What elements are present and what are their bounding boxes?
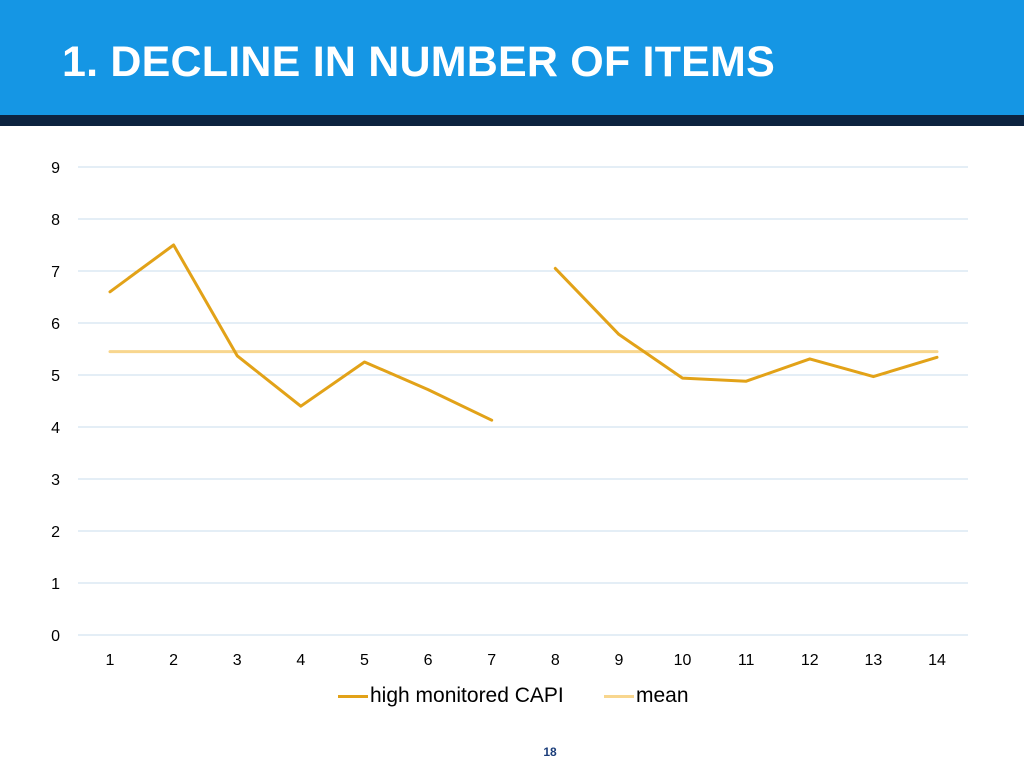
title-underline-bar <box>0 115 1024 126</box>
legend-label-mean: mean <box>636 684 689 707</box>
x-tick-label: 8 <box>551 652 560 669</box>
x-tick-label: 5 <box>360 652 369 669</box>
page-number: 18 <box>543 745 557 759</box>
legend-item-mean: mean <box>604 682 689 710</box>
x-tick-label: 11 <box>738 652 755 669</box>
x-tick-label: 9 <box>614 652 623 669</box>
series-line-high-monitored-capi-segment-2 <box>553 266 939 383</box>
y-tick-label: 0 <box>51 628 60 645</box>
x-tick-label: 3 <box>233 652 242 669</box>
x-tick-label: 1 <box>106 652 115 669</box>
x-tick-label: 14 <box>928 652 946 669</box>
legend-swatch-mean <box>604 694 634 698</box>
series-lines <box>108 243 939 422</box>
x-tick-label: 12 <box>801 652 819 669</box>
y-axis-ticks: 0 1 2 3 4 5 6 7 8 9 <box>51 160 60 645</box>
y-tick-label: 8 <box>51 212 60 229</box>
x-tick-label: 4 <box>296 652 305 669</box>
x-tick-label: 2 <box>169 652 178 669</box>
x-axis-ticks: 1 2 3 4 5 6 7 8 9 10 11 12 13 14 <box>106 652 946 669</box>
x-tick-label: 13 <box>864 652 882 669</box>
y-tick-label: 5 <box>51 368 60 385</box>
legend-item-high-monitored-capi: high monitored CAPI <box>338 682 564 710</box>
title-banner: 1. DECLINE IN NUMBER OF ITEMS <box>0 0 1024 115</box>
x-tick-label: 6 <box>424 652 433 669</box>
y-tick-label: 4 <box>51 420 60 437</box>
y-tick-label: 9 <box>51 160 60 177</box>
series-line-high-monitored-capi-segment-1 <box>108 243 494 422</box>
slide-title: 1. DECLINE IN NUMBER OF ITEMS <box>62 38 775 86</box>
x-tick-label: 10 <box>674 652 692 669</box>
legend-swatch-high-monitored-capi <box>338 694 368 698</box>
gridlines <box>78 166 968 636</box>
y-tick-label: 7 <box>51 264 60 281</box>
legend-label-high-monitored-capi: high monitored CAPI <box>370 684 564 707</box>
y-tick-label: 6 <box>51 316 60 333</box>
y-tick-label: 2 <box>51 524 60 541</box>
chart-legend: high monitored CAPI mean <box>0 682 1024 710</box>
y-tick-label: 1 <box>51 576 60 593</box>
y-tick-label: 3 <box>51 472 60 489</box>
x-tick-label: 7 <box>487 652 496 669</box>
